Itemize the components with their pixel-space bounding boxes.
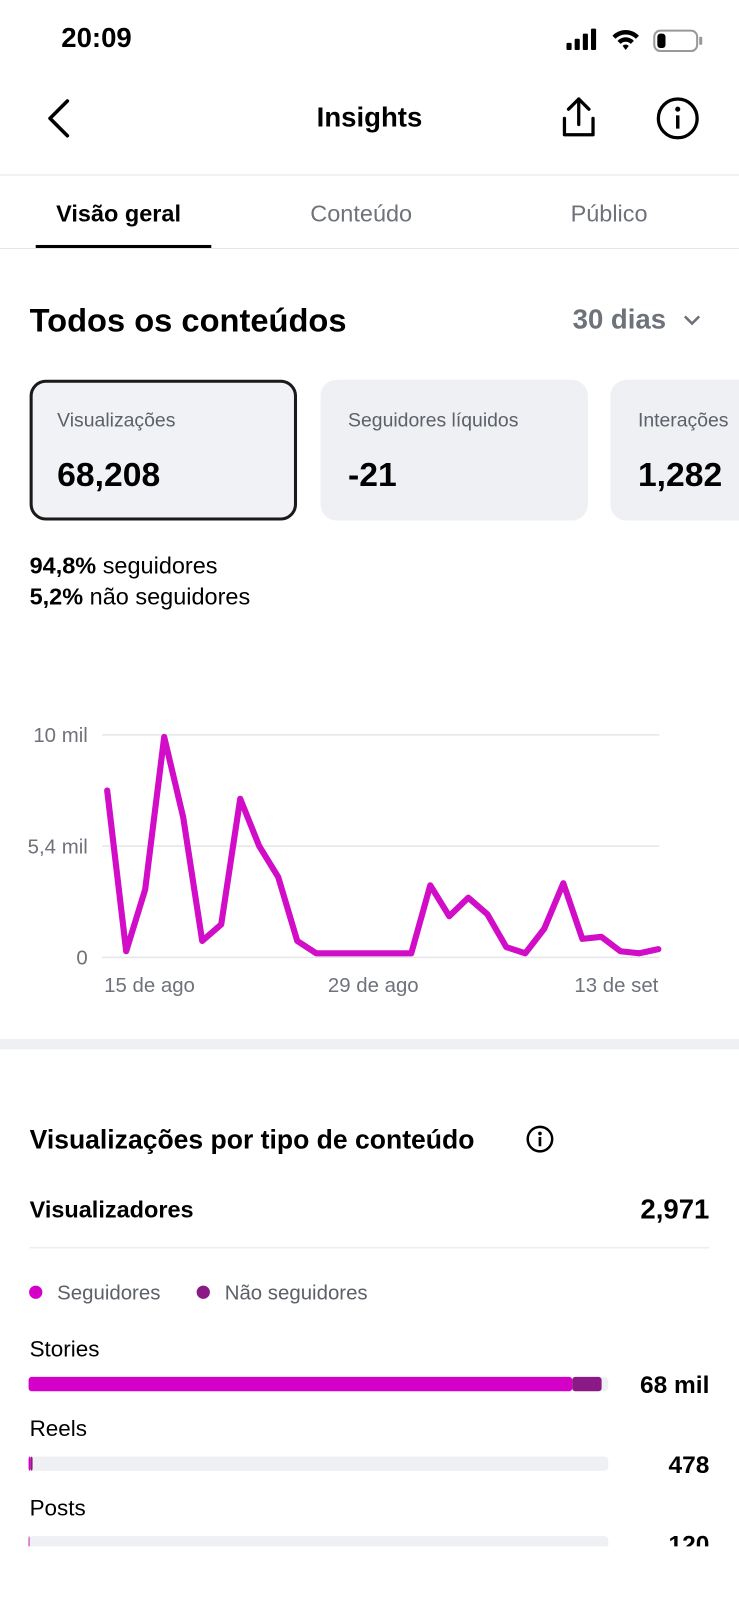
tab-active[interactable]: Visão geral [56,200,181,227]
divider [0,248,739,250]
views-title: Visualizações por tipo de conteúdo [29,1123,475,1155]
y-tick-label: 5,4 mil [28,836,88,858]
back-button[interactable] [45,98,76,139]
total-label: 68 mil [640,1372,709,1399]
percent: 5,2% [29,582,84,610]
total-label: 120 [669,1531,710,1546]
line-chart: 0 5,4 mil 10 mil 15 de ago 29 de ago 13 de se… [28,725,662,997]
card-label: Visualizações [57,410,176,432]
x-tick-label: 15 de ago [104,975,195,997]
metric-card[interactable]: Seguidores líquidos -21 [320,379,588,521]
tab[interactable]: Conteúdo [310,200,413,227]
header-title: Insights [316,102,423,133]
share-button[interactable] [556,96,601,141]
bar-segment [28,1536,30,1547]
chevron [683,315,701,326]
category-label: Stories [30,1337,100,1362]
card-value: -21 [348,455,397,493]
status-icons [566,28,703,53]
bar-segment [30,1456,33,1471]
x-tick-label: 29 de ago [328,975,419,997]
y-tick-label: 10 mil [33,725,87,747]
bar-track [28,1456,609,1471]
legend-dot [196,1285,210,1299]
metric-card[interactable]: Interações 1,282 [610,379,739,521]
breakdown-row: 5,2% não seguidores [30,583,251,611]
tab[interactable]: Público [570,200,648,227]
divider [29,1247,710,1249]
bar-segment [28,1376,573,1392]
legend-label: Seguidores [57,1282,160,1304]
bar-track [28,1536,609,1547]
card-value: 1,282 [637,455,723,493]
card-label: Seguidores líquidos [348,410,519,432]
x-tick-label: 13 de set [574,975,658,997]
viewers-label: Visualizadores [29,1196,194,1223]
bar-segment [28,1456,31,1471]
tab-indicator [35,244,212,249]
breakdown-row: 94,8% seguidores [30,552,218,580]
card-value: 68,208 [57,455,161,493]
divider [0,174,739,176]
time: 20:09 [61,22,132,54]
viewers-value: 2,971 [640,1194,710,1225]
breakdown-label: seguidores [102,552,218,579]
y-tick-label: 0 [76,948,87,970]
line-series [104,733,662,957]
info-button[interactable] [655,96,700,141]
card-label: Interações [637,410,729,432]
bar-chart: Seguidores Não seguidores Stories 68 mil Ree… [28,1282,710,1547]
breakdown-label: não seguidores [89,582,251,610]
legend-label: Não seguidores [225,1282,368,1304]
bar-segment [572,1376,602,1392]
legend-dot [29,1285,43,1299]
category-label: Reels [30,1416,87,1441]
info-icon[interactable] [526,1124,557,1155]
metric-card[interactable]: Visualizações 68,208 [29,379,298,521]
section-separator [0,1039,739,1050]
percent: 94,8% [29,552,97,579]
category-label: Posts [30,1496,86,1521]
section-title: Todos os conteúdos [29,302,347,339]
period-selector[interactable]: 30 dias [572,304,667,335]
total-label: 478 [669,1452,710,1479]
